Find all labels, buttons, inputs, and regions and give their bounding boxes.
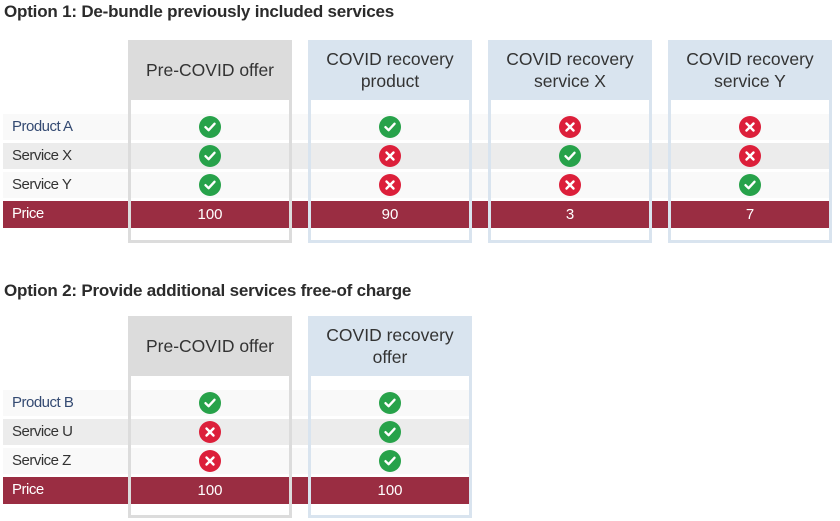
option2-column-header-0: Pre-COVID offer <box>131 316 289 376</box>
option1-column-2: COVID recovery service X <box>488 40 652 243</box>
option1-price-value-2: 3 <box>565 206 575 223</box>
option2-row-label-1: Service U <box>12 423 73 440</box>
check-circle-icon <box>559 145 581 167</box>
option1-column-header-0: Pre-COVID offer <box>131 40 289 100</box>
option1-column-header-2: COVID recovery service X <box>491 40 649 100</box>
option2-cell-0-0 <box>128 390 292 416</box>
option1-column-1: COVID recovery product <box>308 40 472 243</box>
option2-column-0: Pre-COVID offer <box>128 316 292 518</box>
option2-row-label-0: Product B <box>12 394 74 411</box>
option1-price-value-3: 7 <box>745 206 755 223</box>
option1-cell-0-3 <box>668 114 832 140</box>
option1-cell-0-1 <box>308 114 472 140</box>
option2-cell-1-1 <box>308 419 472 445</box>
check-circle-icon <box>379 450 401 472</box>
check-circle-icon <box>199 145 221 167</box>
option1-row-label-0: Product A <box>12 118 73 135</box>
option2-price-value-0: 100 <box>197 482 223 499</box>
option1-cell-1-2 <box>488 143 652 169</box>
option1-column-header-3: COVID recovery service Y <box>671 40 829 100</box>
check-circle-icon <box>199 174 221 196</box>
option2-column-1: COVID recovery offer <box>308 316 472 518</box>
option1-column-3: COVID recovery service Y <box>668 40 832 243</box>
option2-price-label: Price <box>12 481 44 498</box>
cross-circle-icon <box>559 116 581 138</box>
option1-cell-0-2 <box>488 114 652 140</box>
option1-cell-1-1 <box>308 143 472 169</box>
cross-circle-icon <box>199 450 221 472</box>
check-circle-icon <box>199 392 221 414</box>
option1-cell-0-0 <box>128 114 292 140</box>
option1-column-header-1: COVID recovery product <box>311 40 469 100</box>
option2-price-value-1: 100 <box>377 482 403 499</box>
option1-row-label-1: Service X <box>12 147 72 164</box>
option1-price-value-1: 90 <box>381 206 399 223</box>
option1-row-label-2: Service Y <box>12 176 72 193</box>
option2-row-label-2: Service Z <box>12 452 71 469</box>
check-circle-icon <box>379 421 401 443</box>
option2-price-band <box>3 477 470 504</box>
check-circle-icon <box>739 174 761 196</box>
option2-cell-2-1 <box>308 448 472 474</box>
option1-row-band-1 <box>3 143 830 169</box>
cross-circle-icon <box>379 174 401 196</box>
option1-row-band-2 <box>3 172 830 198</box>
cross-circle-icon <box>739 116 761 138</box>
option2-cell-2-0 <box>128 448 292 474</box>
option1-cell-1-3 <box>668 143 832 169</box>
option1-cell-1-0 <box>128 143 292 169</box>
check-circle-icon <box>199 116 221 138</box>
option1-cell-2-1 <box>308 172 472 198</box>
cross-circle-icon <box>739 145 761 167</box>
cross-circle-icon <box>199 421 221 443</box>
option1-title: Option 1: De-bundle previously included … <box>4 2 394 21</box>
option1-cell-2-2 <box>488 172 652 198</box>
cross-circle-icon <box>379 145 401 167</box>
option1-price-label: Price <box>12 205 44 222</box>
option1-cell-2-3 <box>668 172 832 198</box>
option2-cell-0-1 <box>308 390 472 416</box>
check-circle-icon <box>379 116 401 138</box>
cross-circle-icon <box>559 174 581 196</box>
option1-row-band-0 <box>3 114 830 140</box>
option1-column-0: Pre-COVID offer <box>128 40 292 243</box>
option1-cell-2-0 <box>128 172 292 198</box>
option1-price-band <box>3 201 830 228</box>
option2-title: Option 2: Provide additional services fr… <box>4 281 412 300</box>
option2-cell-1-0 <box>128 419 292 445</box>
option2-column-header-1: COVID recovery offer <box>311 316 469 376</box>
option1-price-value-0: 100 <box>197 206 223 223</box>
check-circle-icon <box>379 392 401 414</box>
